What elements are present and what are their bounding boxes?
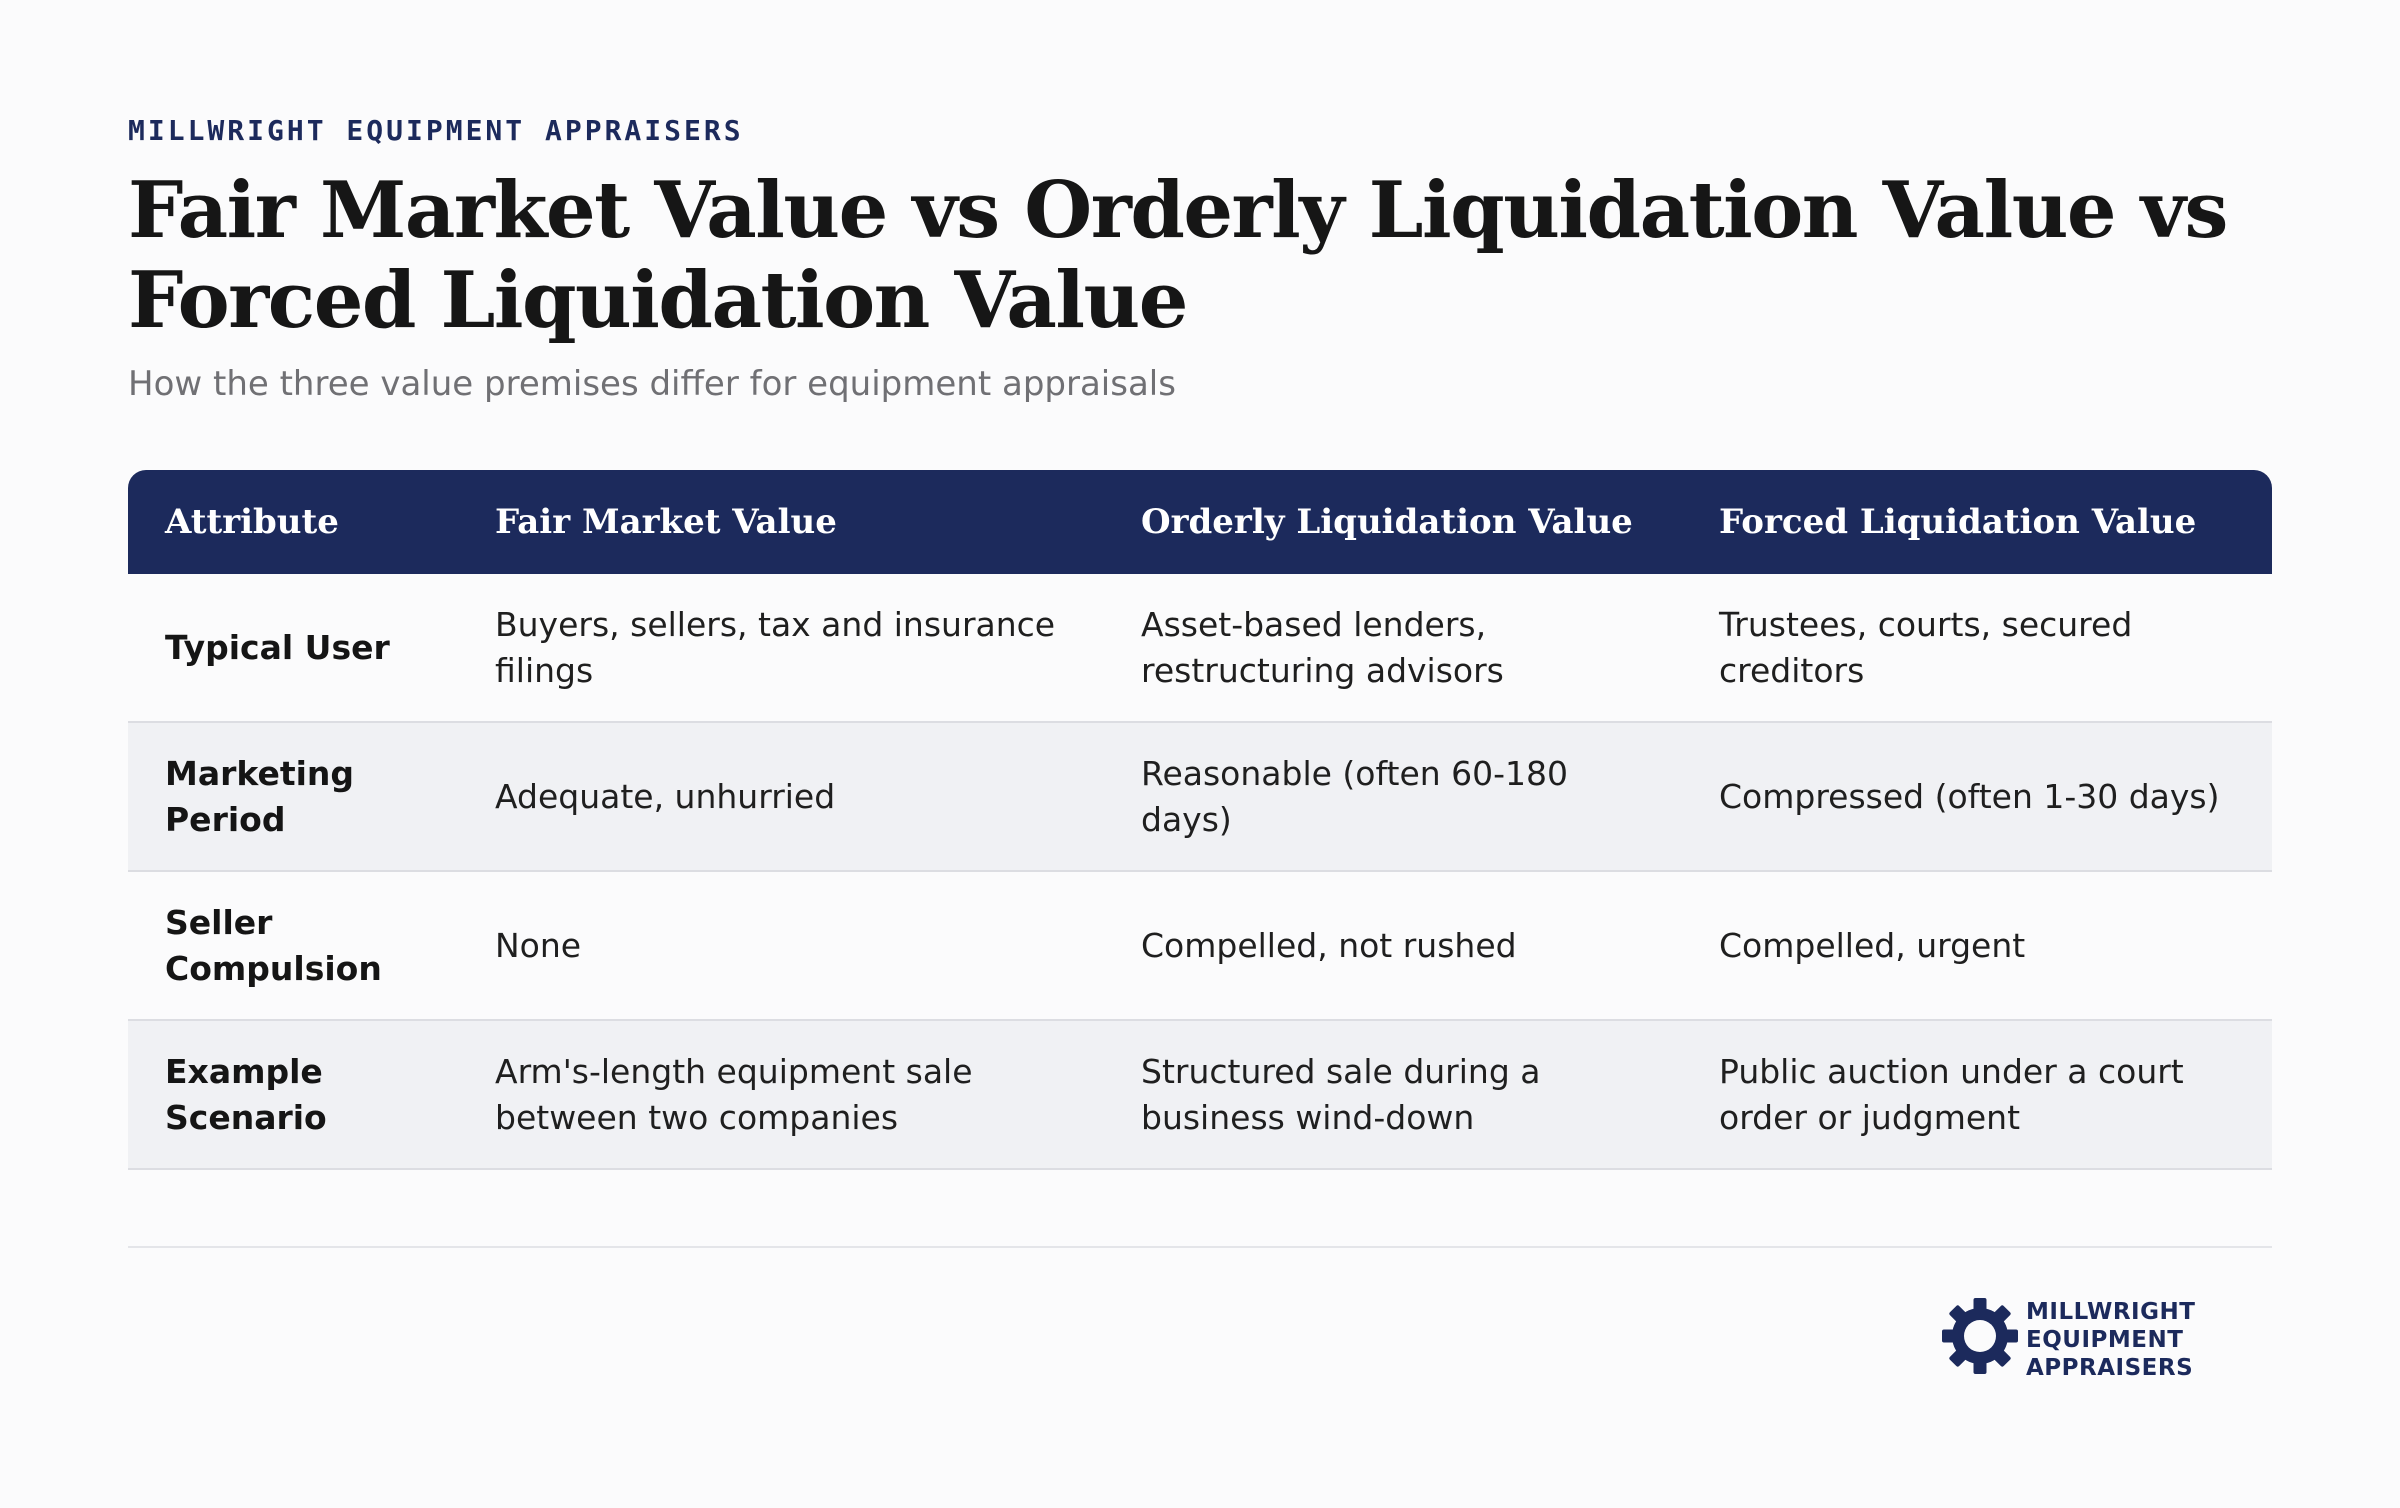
table-row: Seller Compulsion None Compelled, not ru… <box>128 872 2272 1021</box>
table-cell: Compelled, urgent <box>1719 925 2026 965</box>
table-cell: Trustees, courts, secured creditors <box>1719 604 2133 690</box>
table-row: Example Scenario Arm's-length equipment … <box>128 1021 2272 1170</box>
table-cell: Reasonable (often 60-180 days) <box>1141 753 1569 839</box>
table-cell: Structured sale during a business wind-d… <box>1141 1051 1541 1137</box>
table-cell: Asset-based lenders, restructuring advis… <box>1141 604 1504 690</box>
row-label: Marketing Period <box>165 753 355 839</box>
table-cell: Compressed (often 1-30 days) <box>1719 776 2220 816</box>
table-cell: Adequate, unhurried <box>495 776 836 816</box>
table-cell: Compelled, not rushed <box>1141 925 1517 965</box>
comparison-table: Attribute Fair Market Value Orderly Liqu… <box>128 470 2272 1170</box>
table-row: Marketing Period Adequate, unhurried Rea… <box>128 723 2272 872</box>
header-cell-flv: Forced Liquidation Value <box>1719 502 2197 542</box>
table-cell: Public auction under a court order or ju… <box>1719 1051 2184 1137</box>
page-subtitle: How the three value premises differ for … <box>128 364 1176 404</box>
row-label: Seller Compulsion <box>165 902 382 988</box>
header-cell-attribute: Attribute <box>165 502 339 542</box>
logo-wordmark: MILLWRIGHT EQUIPMENT APPRAISERS <box>2026 1298 2195 1382</box>
gear-icon <box>1942 1298 2018 1374</box>
footer-divider <box>128 1246 2272 1248</box>
table-row: Typical User Buyers, sellers, tax and in… <box>128 574 2272 723</box>
header-cell-olv: Orderly Liquidation Value <box>1141 502 1633 542</box>
page-title: Fair Market Value vs Orderly Liquidation… <box>128 165 2228 346</box>
row-label: Typical User <box>165 627 390 667</box>
header-cell-fmv: Fair Market Value <box>495 502 837 542</box>
page: MILLWRIGHT EQUIPMENT APPRAISERS Fair Mar… <box>128 0 2272 1508</box>
table-header: Attribute Fair Market Value Orderly Liqu… <box>128 470 2272 574</box>
logo-line: EQUIPMENT <box>2026 1327 2184 1353</box>
logo-line: APPRAISERS <box>2026 1355 2194 1381</box>
table-cell: Arm's-length equipment sale between two … <box>495 1051 973 1137</box>
eyebrow-label: MILLWRIGHT EQUIPMENT APPRAISERS <box>128 114 744 147</box>
logo-line: MILLWRIGHT <box>2026 1299 2196 1325</box>
company-logo: MILLWRIGHT EQUIPMENT APPRAISERS <box>1942 1298 2242 1381</box>
table-cell: Buyers, sellers, tax and insurance filin… <box>495 604 1056 690</box>
table-cell: None <box>495 925 582 965</box>
row-label: Example Scenario <box>165 1051 327 1137</box>
